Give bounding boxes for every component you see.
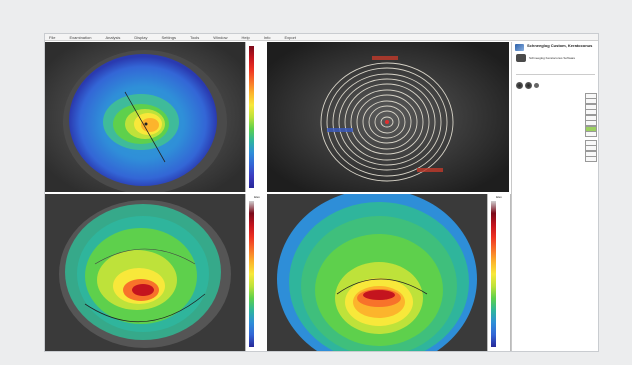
color-scale-bottom-right: Elev <box>487 194 511 351</box>
color-scale-bottom-left: Elev <box>245 194 269 351</box>
analysis-panel: Schneeglog Custom, Keratoconus Schneeglo… <box>511 42 598 351</box>
menu-bar: File Examination Analysis Display Settin… <box>45 34 598 41</box>
color-scale-top <box>245 42 269 192</box>
scale-unit: Elev <box>254 195 260 199</box>
placido-ring-image-view[interactable] <box>267 42 509 192</box>
scale-unit: Elev <box>496 195 502 199</box>
curvature-map-view[interactable] <box>45 42 245 192</box>
placido-rings <box>320 62 454 182</box>
color-scale-bar <box>249 46 254 188</box>
menu-item[interactable]: Display <box>134 35 148 40</box>
menu-item[interactable]: Info <box>263 35 271 40</box>
color-scale-bar <box>491 201 496 347</box>
logo-icon <box>515 44 524 51</box>
parameter-value[interactable] <box>585 131 597 138</box>
parameter-row <box>512 156 598 163</box>
menu-item[interactable]: Analysis <box>105 35 121 40</box>
program-name: Schneeglog Keratoconus Software <box>529 56 576 60</box>
menu-item[interactable]: Help <box>241 35 250 40</box>
parameter-row <box>512 131 598 138</box>
elevation-map-view-left[interactable] <box>45 194 245 351</box>
panel-title: Schneeglog Custom, Keratoconus <box>527 43 593 48</box>
parameter-value[interactable] <box>585 156 597 163</box>
eye-icon[interactable] <box>534 83 539 88</box>
menu-item[interactable]: Examination <box>69 35 92 40</box>
menu-item[interactable]: Settings <box>161 35 176 40</box>
application-window: File Examination Analysis Display Settin… <box>44 33 599 352</box>
menu-item[interactable]: Tools <box>189 35 200 40</box>
elevation-map-view-right[interactable] <box>267 194 487 351</box>
menu-item[interactable]: Window <box>213 35 228 40</box>
menu-item[interactable]: File <box>49 35 56 40</box>
menu-item[interactable]: Export <box>284 35 296 40</box>
color-scale-bar <box>249 201 254 347</box>
eye-icon[interactable] <box>525 82 532 89</box>
device-icon <box>516 54 526 62</box>
eye-icon[interactable] <box>516 82 523 89</box>
